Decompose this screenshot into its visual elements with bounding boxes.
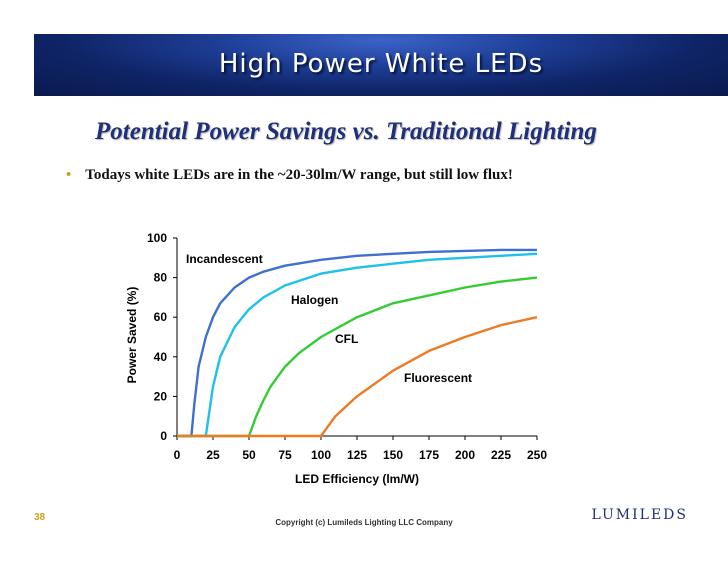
series-label-incandescent: Incandescent	[186, 252, 263, 266]
x-tick-label: 25	[206, 448, 220, 462]
title-banner: High Power White LEDs	[34, 34, 728, 96]
chart-axes: 0 20 40 60 80 100 0 25 50 75 100 125 150 175 200 225 250…	[125, 231, 547, 486]
y-tick-label: 60	[154, 310, 168, 324]
x-tick-label: 75	[278, 448, 292, 462]
y-tick-label: 40	[154, 350, 168, 364]
company-logo: LUMILEDS	[591, 507, 688, 523]
x-tick-label: 100	[311, 448, 331, 462]
y-axis-title: Power Saved (%)	[125, 287, 139, 384]
chart-labels: Incandescent Halogen CFL Fluorescent	[186, 252, 472, 385]
y-tick-label: 100	[147, 231, 167, 245]
x-tick-label: 200	[455, 448, 475, 462]
x-tick-label: 150	[383, 448, 403, 462]
y-tick-label: 80	[154, 271, 168, 285]
series-label-fluorescent: Fluorescent	[404, 371, 472, 385]
series-line-incandescent	[177, 248, 537, 438]
x-tick-label: 0	[174, 448, 181, 462]
x-tick-label: 225	[491, 448, 511, 462]
slide-title: High Power White LEDs	[218, 49, 544, 79]
x-tick-label: 50	[242, 448, 256, 462]
x-tick-label: 250	[527, 448, 547, 462]
series-line-fluorescent	[177, 316, 538, 438]
series-label-cfl: CFL	[335, 332, 358, 346]
page-number: 38	[34, 512, 46, 523]
y-tick-label: 20	[154, 389, 168, 403]
bullet-item: • Todays white LEDs are in the ~20-30lm/W…	[66, 167, 513, 184]
copyright-text: Copyright (c) Lumileds Lighting LLC Comp…	[275, 518, 453, 527]
x-axis-title: LED Efficiency (lm/W)	[295, 472, 419, 486]
series-line-cfl	[177, 276, 538, 438]
series-label-halogen: Halogen	[291, 293, 338, 307]
x-tick-label: 125	[347, 448, 367, 462]
series-line-halogen	[177, 252, 538, 438]
slide-subtitle: Potential Power Savings vs. Traditional …	[95, 118, 597, 145]
y-tick-label: 0	[160, 429, 167, 443]
bullet-icon: •	[66, 167, 72, 183]
bullet-text: Todays white LEDs are in the ~20-30lm/W …	[85, 167, 513, 183]
x-tick-label: 175	[419, 448, 439, 462]
chart-series	[177, 248, 538, 438]
